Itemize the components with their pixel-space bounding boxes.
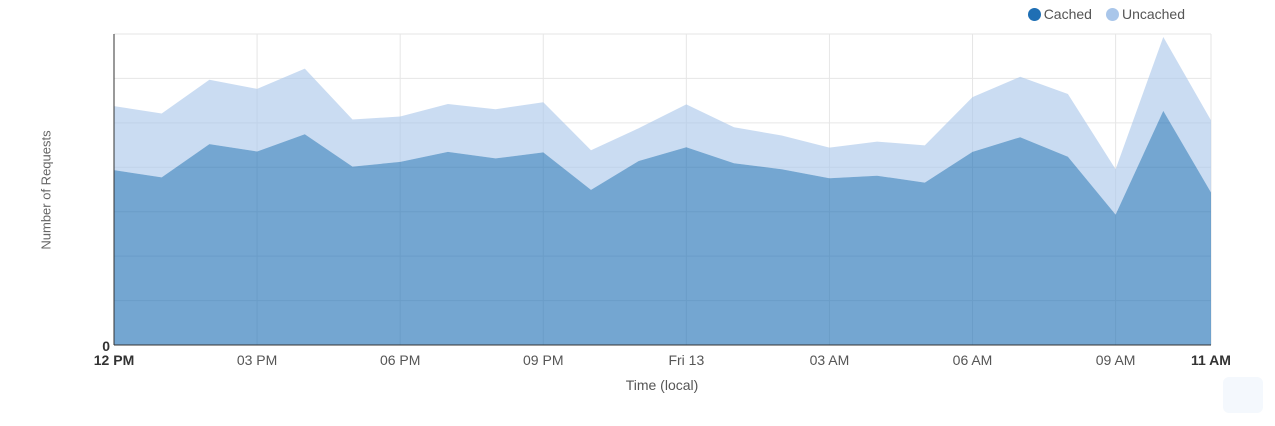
data-point-uncached <box>398 115 402 119</box>
legend-label-cached: Cached <box>1043 6 1092 22</box>
data-point-uncached <box>637 126 641 130</box>
data-point-cached <box>1018 135 1022 139</box>
data-point-uncached <box>827 146 831 150</box>
data-point-uncached <box>1209 118 1213 122</box>
data-point-cached <box>875 174 879 178</box>
data-point-uncached <box>1114 167 1118 171</box>
data-point-uncached <box>732 125 736 129</box>
data-point-cached <box>303 132 307 136</box>
area-uncached <box>114 37 1211 215</box>
data-point-cached <box>827 176 831 180</box>
x-tick-label: 09 AM <box>1096 352 1136 368</box>
data-point-cached <box>589 188 593 192</box>
data-point-cached <box>446 150 450 154</box>
data-point-cached <box>1161 109 1165 113</box>
data-point-uncached <box>1161 35 1165 39</box>
data-point-uncached <box>971 95 975 99</box>
x-tick-label: 12 PM <box>94 352 134 368</box>
data-point-cached <box>160 175 164 179</box>
x-tick-label: 03 AM <box>810 352 850 368</box>
x-tick-label: 11 AM <box>1191 352 1231 368</box>
data-point-cached <box>780 167 784 171</box>
data-point-cached <box>494 156 498 160</box>
x-tick-label: 09 PM <box>523 352 563 368</box>
data-point-uncached <box>1066 92 1070 96</box>
data-point-cached <box>684 145 688 149</box>
legend-marker-uncached <box>1105 7 1119 21</box>
data-point-cached <box>350 165 354 169</box>
area-cached <box>114 110 1211 346</box>
legend-marker-cached <box>1027 7 1041 21</box>
data-point-cached <box>207 142 211 146</box>
data-point-uncached <box>684 102 688 106</box>
data-point-cached <box>971 150 975 154</box>
x-tick-label: 06 AM <box>953 352 993 368</box>
data-point-cached <box>732 161 736 165</box>
y-tick-label: 0 <box>102 338 110 354</box>
chart-legend: Cached Uncached <box>1027 6 1185 22</box>
data-point-uncached <box>875 140 879 144</box>
legend-item-cached[interactable]: Cached <box>1027 6 1092 22</box>
x-tick-label: Fri 13 <box>668 352 704 368</box>
data-point-uncached <box>255 87 259 91</box>
data-point-cached <box>637 159 641 163</box>
data-point-uncached <box>923 143 927 147</box>
x-tick-label: 06 PM <box>380 352 420 368</box>
data-point-cached <box>398 160 402 164</box>
data-point-uncached <box>541 100 545 104</box>
data-point-uncached <box>494 107 498 111</box>
y-axis-title: Number of Requests <box>38 130 54 250</box>
data-point-cached <box>1209 191 1213 195</box>
data-point-cached <box>1066 155 1070 159</box>
data-point-uncached <box>303 67 307 71</box>
data-point-uncached <box>446 102 450 106</box>
data-point-uncached <box>350 118 354 122</box>
x-axis-title: Time (local) <box>625 377 699 393</box>
data-point-uncached <box>160 111 164 115</box>
data-point-uncached <box>1018 75 1022 79</box>
legend-item-uncached[interactable]: Uncached <box>1105 6 1185 22</box>
x-tick-label: 03 PM <box>237 352 277 368</box>
data-point-cached <box>541 150 545 154</box>
data-point-uncached <box>589 148 593 152</box>
corner-widget <box>1223 377 1263 413</box>
legend-label-uncached: Uncached <box>1121 6 1185 22</box>
data-point-cached <box>923 181 927 185</box>
data-point-cached <box>1114 213 1118 217</box>
data-point-cached <box>255 149 259 153</box>
data-point-uncached <box>207 78 211 82</box>
data-point-uncached <box>780 134 784 138</box>
